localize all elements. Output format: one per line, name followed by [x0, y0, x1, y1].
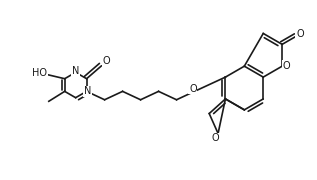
Text: O: O [103, 56, 110, 66]
Text: O: O [296, 30, 304, 39]
Text: N: N [84, 86, 91, 96]
Text: O: O [282, 61, 290, 71]
Text: O: O [211, 133, 219, 143]
Text: O: O [189, 84, 197, 94]
Text: N: N [72, 66, 79, 76]
Text: HO: HO [32, 68, 47, 78]
